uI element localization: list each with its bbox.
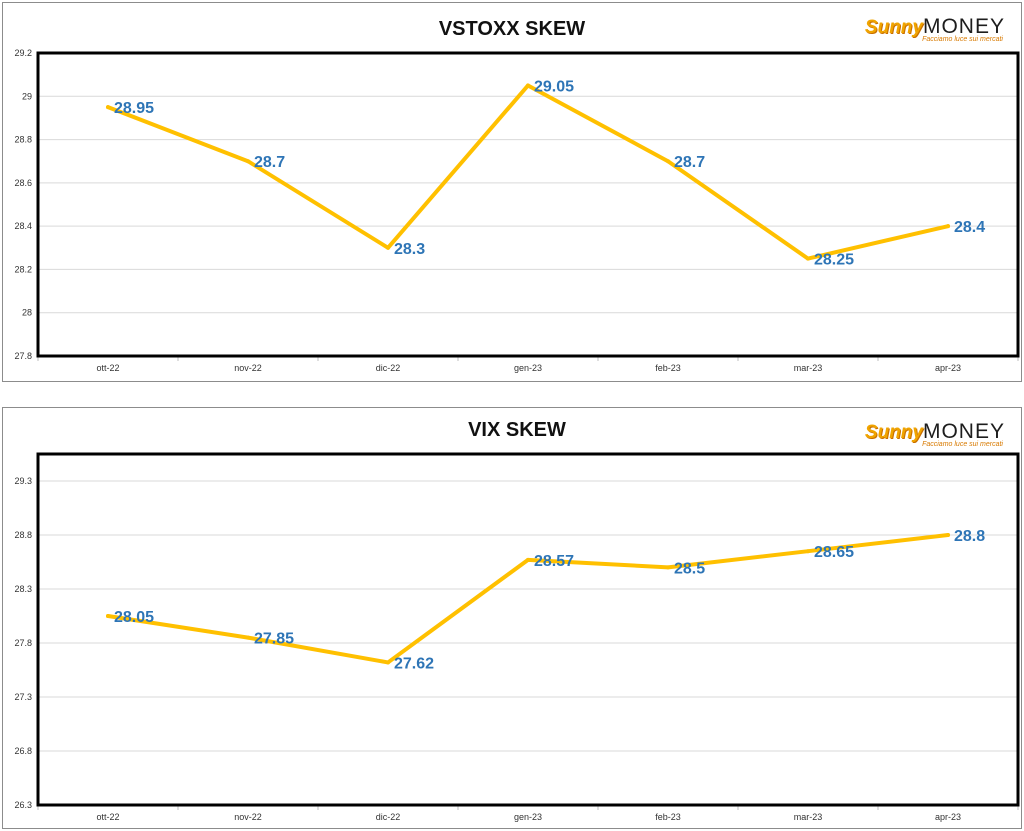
data-label: 28.5 <box>674 560 705 577</box>
x-tick-label: apr-23 <box>935 812 961 822</box>
y-tick-label: 28.3 <box>14 584 32 594</box>
x-tick-label: dic-22 <box>376 363 401 373</box>
data-point <box>106 105 110 110</box>
chart-title: VIX SKEW <box>468 419 566 441</box>
x-tick-label: nov-22 <box>234 812 262 822</box>
x-tick-label: mar-23 <box>794 812 823 822</box>
y-tick-label: 28.4 <box>14 221 32 231</box>
series-line <box>106 83 950 261</box>
data-point <box>106 614 110 618</box>
y-tick-label: 28.2 <box>14 264 32 274</box>
y-tick-label: 29.2 <box>14 48 32 58</box>
data-point <box>386 660 390 665</box>
y-tick-label: 27.3 <box>14 692 32 702</box>
vstoxx-chart: VSTOXX SKEW 27.8 28 28.2 28.4 28.6 28.8 29 29.2… <box>14 18 1020 373</box>
sunny-money-logo: SunnyMONEY Facciamo luce sui mercati <box>864 420 1005 448</box>
x-tick-label: ott-22 <box>96 363 119 373</box>
data-point <box>946 224 950 229</box>
data-point <box>526 83 530 88</box>
chart-panel-vix: VIX SKEW 26.3 26.8 27.3 27.8 28.3 28.8 29.3 ott… <box>2 407 1022 829</box>
data-label: 29.05 <box>534 78 574 95</box>
y-tick-label: 28.8 <box>14 135 32 145</box>
y-tick-label: 26.3 <box>14 800 32 810</box>
x-tick-label: mar-23 <box>794 363 823 373</box>
data-label: 28.3 <box>394 241 425 258</box>
y-tick-label: 28.8 <box>14 530 32 540</box>
x-tick-label: ott-22 <box>96 812 119 822</box>
x-tick-label: feb-23 <box>655 812 681 822</box>
y-tick-label: 27.8 <box>14 351 32 361</box>
sunny-money-logo: SunnyMONEY Facciamo luce sui mercati <box>864 15 1005 43</box>
data-label: 28.4 <box>954 219 985 236</box>
data-point <box>946 533 950 537</box>
y-tick-label: 26.8 <box>14 746 32 756</box>
data-label: 28.95 <box>114 100 154 117</box>
plot-area-frame <box>36 452 1020 807</box>
data-label: 28.65 <box>814 544 854 561</box>
y-tick-label: 27.8 <box>14 638 32 648</box>
chart-panel-vstoxx: VSTOXX SKEW 27.8 28 28.2 28.4 28.6 28.8 29 29.2… <box>2 2 1022 382</box>
y-tick-label: 28 <box>22 308 32 318</box>
chart-title: VSTOXX SKEW <box>439 18 585 40</box>
x-tick-label: gen-23 <box>514 363 542 373</box>
data-label: 28.25 <box>814 252 854 269</box>
x-tick-label: nov-22 <box>234 363 262 373</box>
data-point <box>666 159 670 164</box>
data-label: 28.7 <box>674 154 705 171</box>
y-tick-label: 29.3 <box>14 476 32 486</box>
data-label: 28.57 <box>534 553 574 570</box>
data-point <box>806 549 810 554</box>
y-tick-label: 28.6 <box>14 178 32 188</box>
data-label: 28.8 <box>954 528 985 545</box>
data-label: 27.62 <box>394 655 434 672</box>
data-point <box>246 159 250 164</box>
vix-chart: VIX SKEW 26.3 26.8 27.3 27.8 28.3 28.8 29.3 ott… <box>14 419 1020 822</box>
x-tick-label: feb-23 <box>655 363 681 373</box>
plot-area-frame <box>36 51 1020 358</box>
data-point <box>526 557 530 562</box>
data-label: 28.05 <box>114 609 154 626</box>
y-tick-label: 29 <box>22 91 32 101</box>
data-point <box>806 256 810 261</box>
x-tick-label: apr-23 <box>935 363 961 373</box>
x-tick-label: gen-23 <box>514 812 542 822</box>
x-tick-label: dic-22 <box>376 812 401 822</box>
data-point <box>246 635 250 640</box>
data-label: 28.7 <box>254 154 285 171</box>
data-label: 27.85 <box>254 631 294 648</box>
data-point <box>666 565 670 570</box>
data-point <box>386 245 390 250</box>
